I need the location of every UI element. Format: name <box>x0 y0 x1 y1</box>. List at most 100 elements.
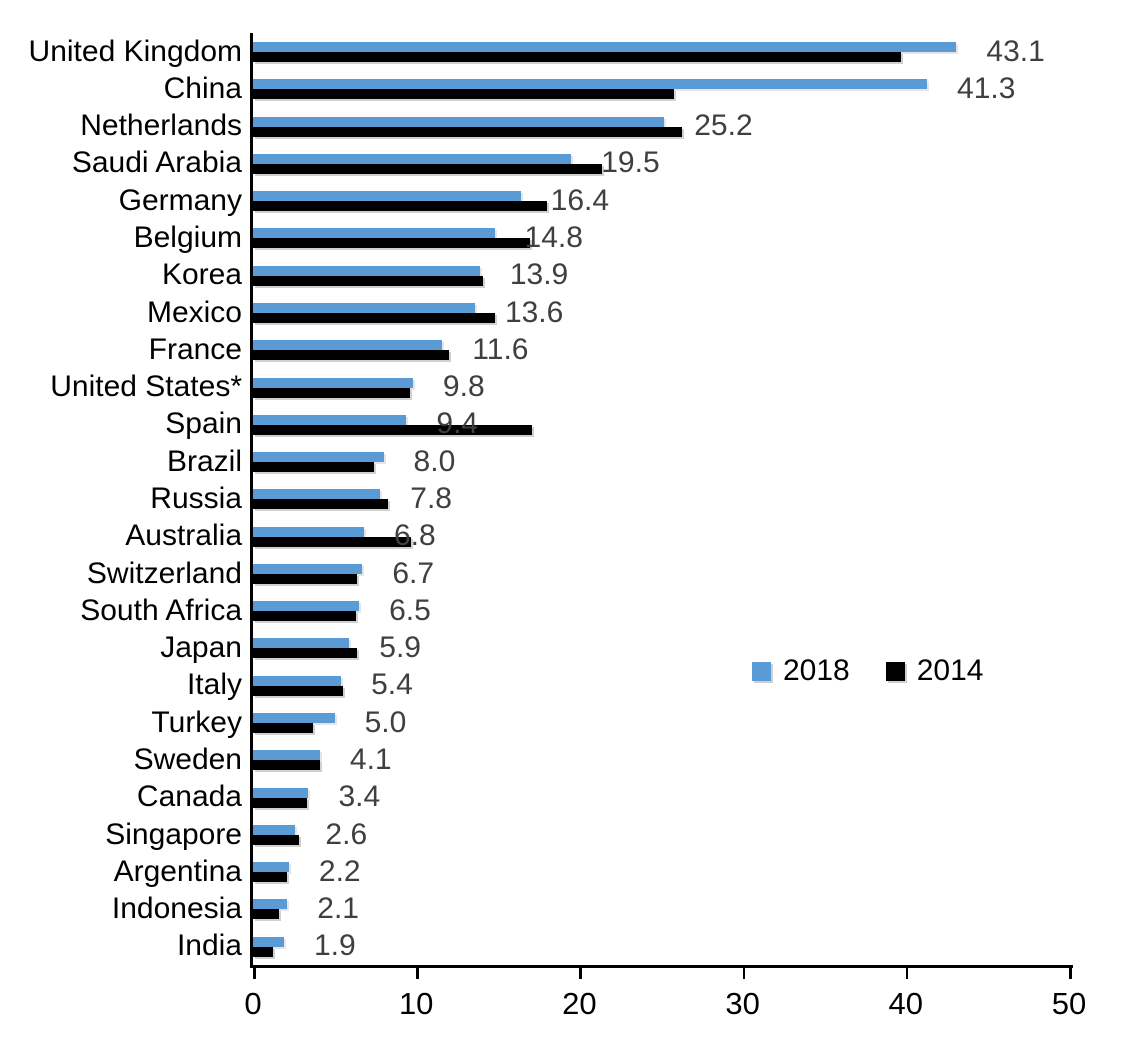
chart-row: Spain 9.4 <box>0 406 1123 443</box>
bar-2014 <box>253 685 343 696</box>
chart-row: Brazil 8.0 <box>0 443 1123 480</box>
bar-2014 <box>253 163 603 174</box>
category-label: Saudi Arabia <box>71 146 242 180</box>
category-label: Sweden <box>133 742 242 776</box>
value-label: 1.9 <box>314 929 356 963</box>
bar-2014 <box>253 462 374 473</box>
bar-2018 <box>253 79 928 90</box>
category-label: South Africa <box>80 593 242 627</box>
chart-row: Singapore 2.6 <box>0 816 1123 853</box>
bar-2018 <box>253 265 480 276</box>
bar-2014 <box>253 238 531 249</box>
x-axis-tick <box>905 965 909 979</box>
legend-label-2014: 2014 <box>916 654 984 687</box>
x-axis-tick <box>1069 965 1072 979</box>
category-label: Singapore <box>105 817 242 851</box>
bar-2014 <box>253 909 280 920</box>
bar-2018 <box>253 42 957 52</box>
category-label: United Kingdom <box>28 34 242 68</box>
value-label: 4.1 <box>349 742 392 776</box>
category-label: Mexico <box>146 295 242 329</box>
value-label: 11.6 <box>472 332 529 366</box>
bar-2018 <box>253 116 665 127</box>
bar-2018 <box>253 787 309 798</box>
chart-row: Korea 13.9 <box>0 257 1123 294</box>
chart-row: China 41.3 <box>0 70 1123 107</box>
bar-2014 <box>253 648 358 659</box>
value-label: 41.3 <box>957 71 1016 105</box>
category-label: Indonesia <box>111 892 242 926</box>
bar-2018 <box>253 601 360 612</box>
bar-2014 <box>253 611 356 622</box>
x-axis-tick-label: 0 <box>244 986 262 1021</box>
bar-2018 <box>253 377 413 388</box>
category-label: Italy <box>186 668 242 702</box>
bar-2014 <box>253 723 314 734</box>
chart-row: Sweden 4.1 <box>0 741 1123 778</box>
bar-2014 <box>253 312 495 323</box>
chart-row: United States* 9.8 <box>0 369 1123 406</box>
chart-row: India 1.9 <box>0 928 1123 965</box>
chart-row: Netherlands 25.2 <box>0 108 1123 145</box>
value-label: 5.9 <box>379 631 421 665</box>
bar-2014 <box>253 872 288 883</box>
bar-2018 <box>253 526 364 537</box>
bar-2018 <box>253 302 475 313</box>
x-axis-line <box>250 965 1073 968</box>
chart-row: Turkey 5.0 <box>0 704 1123 741</box>
value-label: 13.9 <box>509 258 569 292</box>
bar-2018 <box>253 899 288 910</box>
bar-2018 <box>253 824 296 835</box>
chart-row: United Kingdom 43.1 <box>0 33 1123 70</box>
bar-2014 <box>253 424 533 435</box>
bar-2018 <box>253 563 363 574</box>
chart-row: Mexico 13.6 <box>0 294 1123 331</box>
x-axis-tick-label: 50 <box>1051 986 1087 1021</box>
legend: 2018 2014 <box>752 651 984 691</box>
y-axis-line <box>250 33 253 967</box>
bar-2018 <box>253 713 335 724</box>
value-label: 2.2 <box>318 854 361 888</box>
category-label: United States* <box>50 370 242 404</box>
chart-rows: United Kingdom 43.1 China 41.3 Netherlands 25… <box>0 33 1123 965</box>
value-label: 9.4 <box>436 407 479 441</box>
value-label: 5.4 <box>371 668 413 702</box>
x-axis-tick <box>579 965 582 979</box>
bar-2014 <box>253 387 410 398</box>
bar-2018 <box>253 191 521 202</box>
bar-2018 <box>253 153 572 164</box>
category-label: Australia <box>125 519 242 553</box>
x-axis-tick <box>742 965 746 979</box>
chart-row: Indonesia 2.1 <box>0 890 1123 927</box>
category-label: France <box>148 332 242 366</box>
category-label: India <box>176 929 242 963</box>
bar-2014 <box>253 760 320 771</box>
bar-2014 <box>253 52 901 62</box>
chart-row: Japan 5.9 <box>0 629 1123 666</box>
value-label: 19.5 <box>601 146 660 180</box>
category-label: Japan <box>160 631 242 665</box>
chart-row: Argentina 2.2 <box>0 853 1123 890</box>
chart-row: France 11.6 <box>0 331 1123 368</box>
legend-swatch-2014-icon <box>885 661 905 681</box>
x-axis-tick-label: 10 <box>398 986 434 1021</box>
category-label: Switzerland <box>86 556 242 590</box>
value-label: 3.4 <box>338 780 381 814</box>
x-axis-tick <box>253 965 256 979</box>
value-label: 9.8 <box>442 370 485 404</box>
bar-2014 <box>253 350 449 361</box>
value-label: 5.0 <box>364 705 407 739</box>
legend-entry-2014: 2014 <box>885 654 984 688</box>
category-label: Netherlands <box>80 109 242 143</box>
category-label: Brazil <box>166 444 242 478</box>
value-label: 7.8 <box>410 481 452 515</box>
x-axis-tick-label: 40 <box>888 986 924 1021</box>
bar-2018 <box>253 414 407 425</box>
bar-2014 <box>253 275 484 286</box>
value-label: 8.0 <box>413 444 456 478</box>
bar-2014 <box>253 201 547 212</box>
value-label: 2.1 <box>317 892 359 926</box>
value-label: 6.8 <box>393 519 436 553</box>
chart-row: Switzerland 6.7 <box>0 555 1123 592</box>
